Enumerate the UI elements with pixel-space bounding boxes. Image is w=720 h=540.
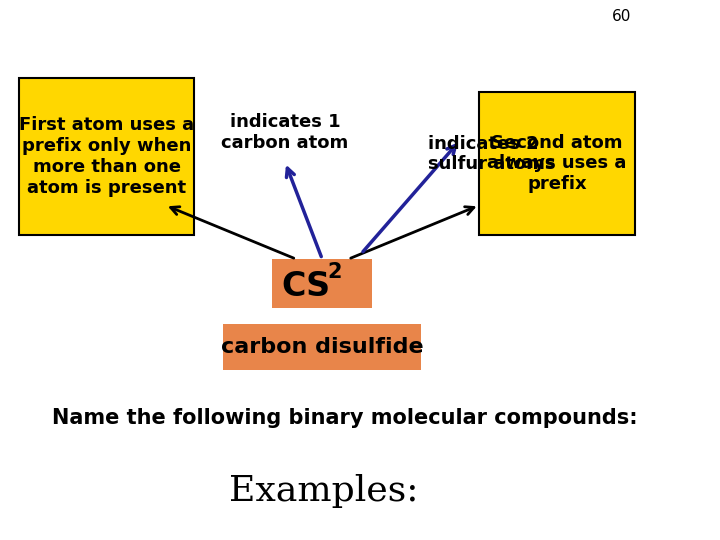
- Text: CS: CS: [282, 269, 331, 303]
- Text: Examples:: Examples:: [229, 475, 418, 508]
- Text: Second atom
always uses a
prefix: Second atom always uses a prefix: [487, 133, 626, 193]
- Text: Name the following binary molecular compounds:: Name the following binary molecular comp…: [52, 408, 637, 429]
- FancyBboxPatch shape: [480, 92, 635, 235]
- Text: indicates 2
sulfur atoms: indicates 2 sulfur atoms: [428, 134, 555, 173]
- FancyBboxPatch shape: [272, 259, 372, 308]
- Text: carbon disulfide: carbon disulfide: [221, 337, 423, 357]
- FancyBboxPatch shape: [223, 324, 421, 370]
- Text: indicates 1
carbon atom: indicates 1 carbon atom: [221, 113, 348, 152]
- Text: First atom uses a
prefix only when
more than one
atom is present: First atom uses a prefix only when more …: [19, 117, 194, 197]
- FancyBboxPatch shape: [19, 78, 194, 235]
- Text: 60: 60: [612, 9, 631, 24]
- Text: 2: 2: [327, 261, 341, 282]
